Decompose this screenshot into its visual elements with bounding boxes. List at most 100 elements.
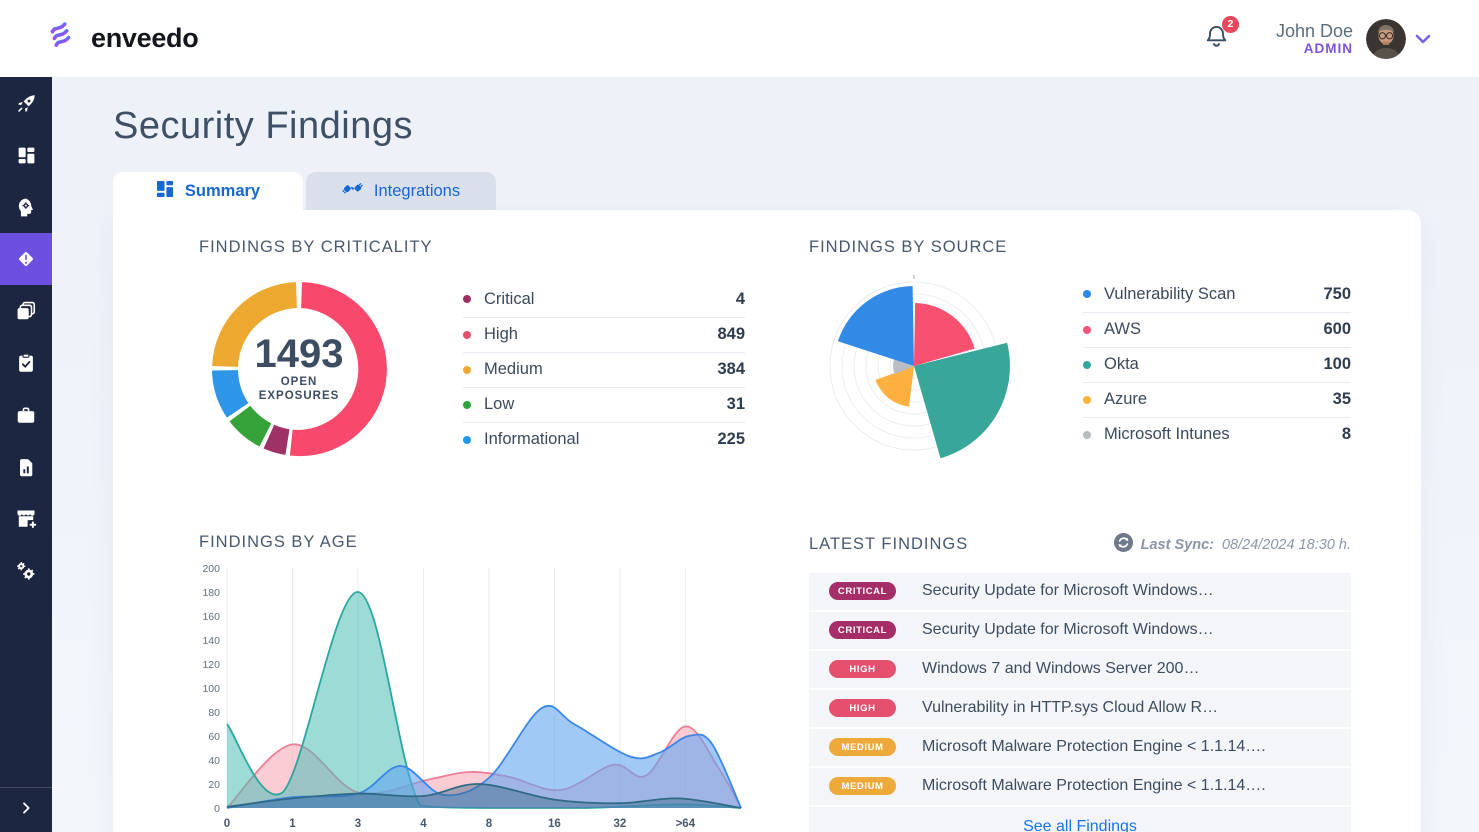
sidebar-expand-button[interactable] bbox=[0, 787, 52, 832]
legend-row: High 849 bbox=[463, 316, 745, 352]
summary-card: FINDINGS BY CRITICALITY 1493 OPEN EXPOSU… bbox=[113, 210, 1421, 832]
tab-summary[interactable]: Summary bbox=[113, 172, 303, 210]
age-section: FINDINGS BY AGE 0 1 3 4 8 16 32 >64 0 20 40 60 80 100… bbox=[199, 533, 745, 832]
notifications-button[interactable]: 2 bbox=[1203, 15, 1239, 55]
legend-value: 4 bbox=[735, 289, 745, 308]
legend-row: Critical 4 bbox=[463, 282, 745, 317]
finding-row[interactable]: HIGH Windows 7 and Windows Server 200… bbox=[809, 650, 1351, 688]
legend-value: 600 bbox=[1323, 320, 1351, 338]
tab-integrations[interactable]: Integrations bbox=[306, 172, 496, 210]
legend-label: Vulnerability Scan bbox=[1104, 284, 1236, 303]
svg-text:160: 160 bbox=[202, 611, 220, 623]
legend-dot bbox=[1083, 290, 1091, 298]
last-sync-label: Last Sync: bbox=[1140, 536, 1214, 553]
latest-title: LATEST FINDINGS bbox=[809, 535, 969, 553]
legend-label: Microsoft Intunes bbox=[1104, 425, 1230, 443]
sidebar-item-strategy[interactable] bbox=[0, 181, 52, 233]
legend-label: Azure bbox=[1104, 390, 1148, 408]
finding-row[interactable]: CRITICAL Security Update for Microsoft Wi… bbox=[809, 572, 1351, 610]
age-title: FINDINGS BY AGE bbox=[199, 532, 358, 551]
legend-dot bbox=[463, 330, 471, 339]
page-title: Security Findings bbox=[113, 105, 413, 147]
last-sync: Last Sync: 08/24/2024 18:30 h. bbox=[1113, 532, 1351, 557]
legend-row: AWS 600 bbox=[1083, 311, 1351, 347]
legend-label: Okta bbox=[1104, 355, 1139, 373]
legend-label: Low bbox=[484, 395, 515, 413]
svg-text:8: 8 bbox=[486, 818, 493, 830]
severity-badge: CRITICAL bbox=[829, 582, 896, 600]
user-meta: John Doe ADMIN bbox=[1276, 21, 1353, 56]
legend-value: 8 bbox=[1341, 425, 1351, 443]
sidebar bbox=[0, 77, 52, 832]
avatar[interactable] bbox=[1366, 18, 1406, 59]
chevron-down-icon[interactable] bbox=[1415, 34, 1431, 44]
sidebar-item-reports[interactable] bbox=[0, 441, 52, 493]
criticality-section: FINDINGS BY CRITICALITY 1493 OPEN EXPOSU… bbox=[199, 238, 745, 493]
severity-badge: HIGH bbox=[829, 699, 896, 717]
plug-icon bbox=[342, 178, 363, 204]
severity-badge: MEDIUM bbox=[829, 777, 896, 795]
severity-badge: CRITICAL bbox=[829, 621, 896, 639]
tab-integrations-label: Integrations bbox=[373, 181, 461, 200]
legend-dot bbox=[463, 400, 471, 409]
sidebar-spacer bbox=[0, 597, 52, 787]
sidebar-item-dashboard[interactable] bbox=[0, 129, 52, 181]
finding-row[interactable]: MEDIUM Microsoft Malware Protection Engin… bbox=[809, 728, 1351, 766]
sidebar-item-portfolio[interactable] bbox=[0, 389, 52, 441]
grid-icon bbox=[156, 180, 174, 203]
svg-text:>64: >64 bbox=[676, 818, 696, 830]
sidebar-item-findings[interactable] bbox=[0, 233, 52, 285]
legend-value: 384 bbox=[717, 360, 745, 378]
criticality-legend: Critical 4 High 849 Medium 384 Low 31 Informatio… bbox=[463, 282, 745, 457]
tab-summary-label: Summary bbox=[184, 181, 261, 200]
findings-list: CRITICAL Security Update for Microsoft Wi… bbox=[809, 572, 1351, 805]
see-all-row: See all Findings bbox=[809, 806, 1351, 832]
svg-text:80: 80 bbox=[208, 707, 220, 719]
svg-text:200: 200 bbox=[202, 563, 220, 575]
legend-label: AWS bbox=[1104, 320, 1141, 338]
legend-value: 849 bbox=[717, 325, 745, 343]
legend-label: Critical bbox=[484, 289, 535, 308]
svg-text:1: 1 bbox=[289, 818, 296, 830]
latest-section: LATEST FINDINGS Last Sync: 08/24/2024 18… bbox=[809, 532, 1351, 832]
svg-text:180: 180 bbox=[202, 587, 220, 599]
source-section: FINDINGS BY SOURCE Vulnerability Scan 750… bbox=[809, 238, 1351, 493]
sidebar-item-assessments[interactable] bbox=[0, 337, 52, 389]
bell-icon bbox=[1203, 25, 1230, 54]
sidebar-item-rocket[interactable] bbox=[0, 77, 52, 129]
last-sync-value: 08/24/2024 18:30 h. bbox=[1221, 536, 1351, 553]
source-title: FINDINGS BY SOURCE bbox=[809, 238, 1008, 256]
sync-icon bbox=[1113, 532, 1133, 557]
user-name: John Doe bbox=[1275, 21, 1353, 41]
finding-row[interactable]: CRITICAL Security Update for Microsoft Wi… bbox=[809, 611, 1351, 649]
severity-badge: MEDIUM bbox=[829, 738, 896, 756]
brand-name: enveedo bbox=[91, 23, 199, 53]
legend-row: Low 31 bbox=[463, 386, 745, 422]
brand-logo[interactable]: enveedo bbox=[46, 17, 199, 60]
legend-value: 35 bbox=[1332, 390, 1351, 408]
chevron-right-icon bbox=[18, 800, 34, 821]
legend-row: Okta 100 bbox=[1083, 346, 1351, 382]
user-role: ADMIN bbox=[1303, 41, 1353, 56]
legend-row: Microsoft Intunes 8 bbox=[1083, 416, 1351, 452]
notification-badge: 2 bbox=[1221, 15, 1239, 33]
finding-row[interactable]: HIGH Vulnerability in HTTP.sys Cloud Allo… bbox=[809, 689, 1351, 727]
svg-text:4: 4 bbox=[420, 818, 427, 830]
finding-row[interactable]: MEDIUM Microsoft Malware Protection Engin… bbox=[809, 767, 1351, 805]
main-content: Security Findings Summary bbox=[52, 77, 1479, 832]
svg-text:1493: 1493 bbox=[255, 332, 344, 376]
legend-label: High bbox=[484, 325, 518, 343]
legend-row: Medium 384 bbox=[463, 351, 745, 387]
source-legend: Vulnerability Scan 750 AWS 600 Okta 100 Azure 3… bbox=[1083, 277, 1351, 452]
age-area-chart: 0 1 3 4 8 16 32 >64 0 20 40 60 80 100 120 140 160 180 200 bbox=[202, 563, 742, 830]
sidebar-item-settings[interactable] bbox=[0, 545, 52, 597]
legend-value: 750 bbox=[1323, 284, 1351, 303]
sidebar-item-marketplace[interactable] bbox=[0, 493, 52, 545]
sidebar-item-assets[interactable] bbox=[0, 285, 52, 337]
svg-text:0: 0 bbox=[224, 818, 230, 830]
legend-dot bbox=[463, 365, 471, 374]
svg-text:32: 32 bbox=[613, 818, 626, 830]
legend-dot bbox=[463, 435, 471, 444]
see-all-findings-link[interactable]: See all Findings bbox=[1023, 817, 1137, 832]
finding-title: Vulnerability in HTTP.sys Cloud Allow R… bbox=[922, 699, 1219, 716]
